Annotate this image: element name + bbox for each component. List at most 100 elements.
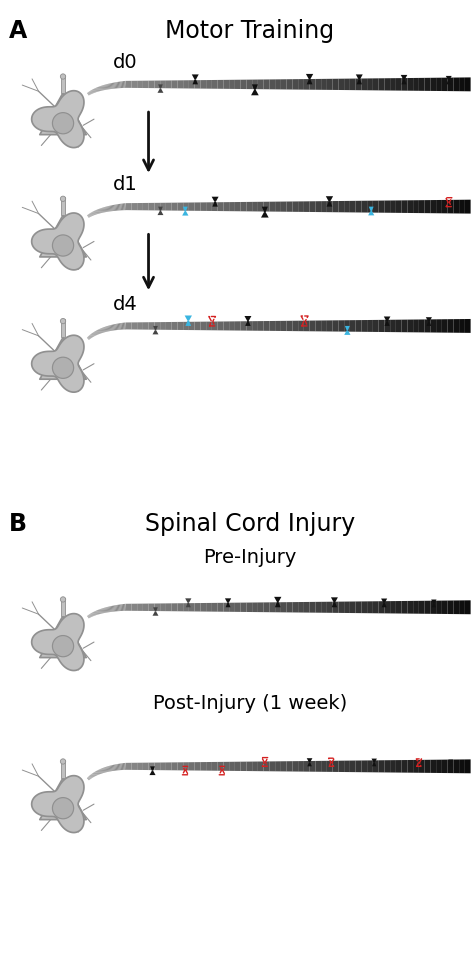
- Polygon shape: [332, 602, 337, 607]
- Polygon shape: [109, 766, 112, 771]
- Polygon shape: [367, 78, 373, 90]
- Polygon shape: [384, 321, 390, 326]
- Polygon shape: [90, 614, 92, 618]
- Polygon shape: [281, 602, 287, 613]
- Text: Motor Training: Motor Training: [165, 18, 335, 43]
- Polygon shape: [102, 207, 105, 213]
- Polygon shape: [379, 78, 384, 90]
- Polygon shape: [447, 760, 453, 773]
- Polygon shape: [143, 80, 149, 88]
- Polygon shape: [87, 337, 90, 340]
- Polygon shape: [245, 321, 251, 326]
- Polygon shape: [121, 203, 123, 210]
- Polygon shape: [195, 603, 201, 612]
- Polygon shape: [112, 83, 114, 89]
- Polygon shape: [113, 605, 115, 612]
- Polygon shape: [431, 599, 437, 603]
- Polygon shape: [287, 320, 292, 331]
- Bar: [61, 319, 65, 338]
- Polygon shape: [126, 203, 131, 210]
- Polygon shape: [442, 200, 447, 213]
- Polygon shape: [212, 197, 219, 201]
- Polygon shape: [104, 327, 107, 332]
- Polygon shape: [327, 201, 333, 212]
- Circle shape: [53, 235, 73, 257]
- Polygon shape: [108, 607, 109, 613]
- Polygon shape: [105, 767, 108, 772]
- Polygon shape: [442, 600, 447, 614]
- Polygon shape: [88, 615, 90, 619]
- Polygon shape: [100, 86, 103, 91]
- Polygon shape: [264, 201, 269, 212]
- Polygon shape: [430, 200, 436, 213]
- Polygon shape: [131, 80, 137, 88]
- Polygon shape: [310, 761, 315, 771]
- Polygon shape: [117, 204, 118, 211]
- Polygon shape: [101, 328, 104, 333]
- Polygon shape: [119, 323, 121, 330]
- Polygon shape: [384, 319, 390, 332]
- Text: d0: d0: [113, 53, 137, 72]
- Polygon shape: [40, 93, 86, 135]
- Polygon shape: [112, 324, 114, 331]
- Polygon shape: [448, 760, 453, 763]
- Polygon shape: [90, 213, 92, 216]
- Polygon shape: [96, 87, 99, 92]
- Polygon shape: [356, 200, 361, 213]
- Polygon shape: [459, 199, 465, 214]
- Polygon shape: [113, 82, 115, 89]
- Polygon shape: [121, 81, 123, 88]
- Polygon shape: [367, 760, 373, 772]
- Polygon shape: [123, 604, 125, 611]
- Polygon shape: [436, 319, 442, 333]
- Polygon shape: [361, 601, 367, 613]
- Polygon shape: [373, 601, 379, 614]
- Polygon shape: [218, 321, 223, 330]
- Polygon shape: [110, 205, 113, 211]
- Polygon shape: [419, 601, 425, 614]
- Polygon shape: [95, 611, 98, 615]
- Polygon shape: [430, 319, 436, 333]
- Polygon shape: [413, 601, 419, 614]
- Polygon shape: [183, 202, 189, 211]
- Polygon shape: [117, 605, 118, 611]
- Polygon shape: [103, 207, 106, 212]
- Polygon shape: [459, 760, 465, 773]
- Polygon shape: [91, 212, 93, 216]
- Polygon shape: [413, 77, 419, 91]
- Text: A: A: [9, 18, 27, 43]
- Polygon shape: [436, 77, 442, 91]
- Polygon shape: [109, 606, 110, 612]
- Polygon shape: [229, 79, 235, 89]
- Polygon shape: [93, 772, 96, 776]
- Polygon shape: [123, 763, 125, 770]
- Polygon shape: [97, 87, 99, 92]
- Polygon shape: [100, 208, 102, 213]
- Polygon shape: [269, 321, 275, 331]
- Polygon shape: [32, 91, 84, 147]
- Polygon shape: [92, 612, 94, 616]
- Polygon shape: [92, 333, 95, 337]
- Polygon shape: [373, 319, 379, 332]
- Polygon shape: [114, 82, 116, 88]
- Polygon shape: [155, 80, 160, 88]
- Polygon shape: [160, 763, 166, 771]
- Polygon shape: [225, 598, 231, 603]
- Polygon shape: [113, 765, 115, 771]
- Polygon shape: [195, 80, 201, 89]
- Polygon shape: [100, 609, 103, 614]
- Polygon shape: [390, 200, 396, 213]
- Polygon shape: [465, 600, 471, 615]
- Polygon shape: [120, 81, 122, 88]
- Polygon shape: [109, 766, 111, 771]
- Polygon shape: [338, 78, 344, 90]
- Polygon shape: [96, 610, 99, 615]
- Polygon shape: [281, 79, 287, 89]
- Polygon shape: [321, 602, 327, 613]
- Polygon shape: [310, 79, 315, 90]
- Polygon shape: [113, 324, 115, 330]
- Polygon shape: [321, 761, 327, 771]
- Polygon shape: [95, 331, 98, 335]
- Polygon shape: [287, 201, 292, 212]
- Polygon shape: [361, 200, 367, 213]
